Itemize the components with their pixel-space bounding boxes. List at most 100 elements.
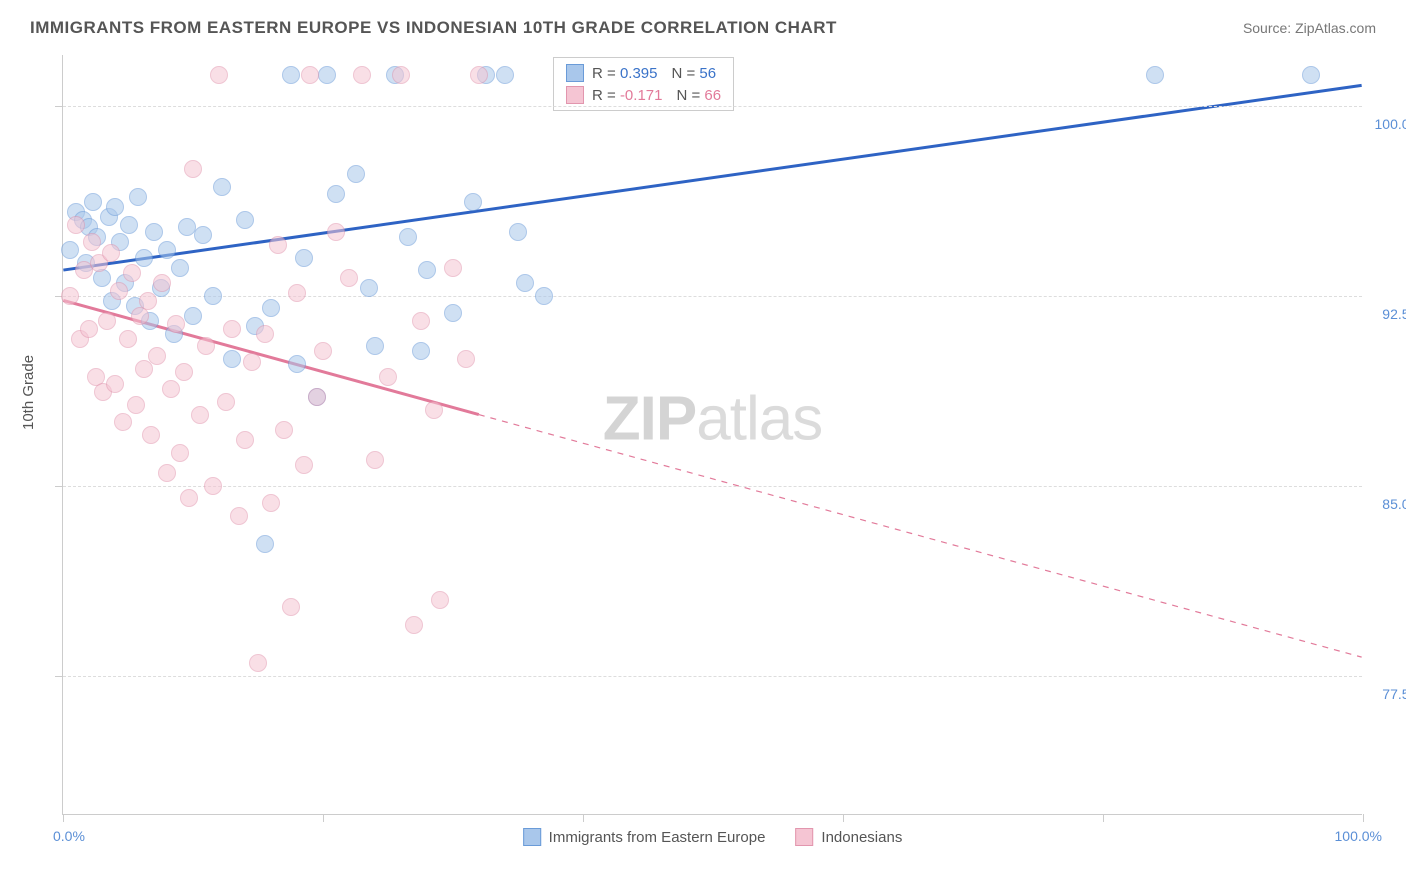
scatter-point (282, 598, 300, 616)
scatter-point (318, 66, 336, 84)
scatter-point (509, 223, 527, 241)
scatter-point (184, 160, 202, 178)
scatter-point (223, 320, 241, 338)
x-tick (63, 814, 64, 822)
scatter-point (158, 241, 176, 259)
scatter-point (67, 216, 85, 234)
scatter-point (262, 299, 280, 317)
scatter-point (180, 489, 198, 507)
x-tick (323, 814, 324, 822)
y-tick (55, 486, 63, 487)
trend-line-dashed (479, 415, 1362, 658)
scatter-point (314, 342, 332, 360)
y-axis-title: 10th Grade (20, 355, 37, 430)
legend-series: Immigrants from Eastern EuropeIndonesian… (523, 828, 903, 846)
gridline (63, 676, 1362, 677)
scatter-point (80, 320, 98, 338)
scatter-point (83, 233, 101, 251)
scatter-point (405, 616, 423, 634)
x-tick (583, 814, 584, 822)
scatter-point (61, 287, 79, 305)
scatter-point (347, 165, 365, 183)
scatter-point (295, 456, 313, 474)
scatter-point (120, 216, 138, 234)
gridline (63, 486, 1362, 487)
scatter-point (256, 535, 274, 553)
scatter-point (236, 211, 254, 229)
plot-area: ZIPatlas R = 0.395N = 56R = -0.171N = 66… (62, 55, 1362, 815)
scatter-point (135, 249, 153, 267)
scatter-point (171, 259, 189, 277)
legend-swatch (566, 86, 584, 104)
legend-swatch (523, 828, 541, 846)
scatter-point (470, 66, 488, 84)
x-tick (1363, 814, 1364, 822)
gridline (63, 296, 1362, 297)
scatter-point (516, 274, 534, 292)
scatter-point (204, 287, 222, 305)
scatter-point (327, 185, 345, 203)
x-axis-min-label: 0.0% (53, 828, 85, 844)
legend-series-item: Indonesians (795, 828, 902, 846)
chart-source: Source: ZipAtlas.com (1243, 20, 1376, 36)
scatter-point (171, 444, 189, 462)
gridline (63, 106, 1362, 107)
scatter-point (167, 315, 185, 333)
scatter-point (184, 307, 202, 325)
scatter-point (110, 282, 128, 300)
scatter-point (256, 325, 274, 343)
y-tick-label: 100.0% (1375, 116, 1406, 132)
scatter-point (308, 388, 326, 406)
scatter-point (379, 368, 397, 386)
scatter-point (425, 401, 443, 419)
scatter-point (464, 193, 482, 211)
scatter-point (98, 312, 116, 330)
scatter-point (249, 654, 267, 672)
scatter-point (213, 178, 231, 196)
scatter-point (102, 244, 120, 262)
scatter-point (178, 218, 196, 236)
scatter-point (431, 591, 449, 609)
trend-line (63, 85, 1361, 270)
scatter-point (366, 451, 384, 469)
scatter-point (153, 274, 171, 292)
scatter-point (204, 477, 222, 495)
scatter-point (399, 228, 417, 246)
scatter-point (282, 66, 300, 84)
scatter-point (145, 223, 163, 241)
chart-title: IMMIGRANTS FROM EASTERN EUROPE VS INDONE… (30, 18, 837, 38)
scatter-point (142, 426, 160, 444)
scatter-point (93, 269, 111, 287)
scatter-point (444, 259, 462, 277)
legend-r-label: R = -0.171N = 66 (592, 87, 721, 104)
scatter-point (288, 284, 306, 302)
scatter-point (129, 188, 147, 206)
scatter-point (288, 355, 306, 373)
legend-swatch (795, 828, 813, 846)
trend-lines-svg (63, 55, 1362, 814)
scatter-point (327, 223, 345, 241)
y-tick-label: 77.5% (1382, 686, 1406, 702)
scatter-point (106, 198, 124, 216)
scatter-point (197, 337, 215, 355)
scatter-point (230, 507, 248, 525)
x-tick (1103, 814, 1104, 822)
scatter-point (243, 353, 261, 371)
scatter-point (127, 396, 145, 414)
scatter-point (158, 464, 176, 482)
scatter-point (1302, 66, 1320, 84)
scatter-point (191, 406, 209, 424)
x-axis-max-label: 100.0% (1335, 828, 1382, 844)
scatter-point (194, 226, 212, 244)
scatter-point (210, 66, 228, 84)
scatter-point (148, 347, 166, 365)
y-tick-label: 92.5% (1382, 306, 1406, 322)
scatter-point (1146, 66, 1164, 84)
scatter-point (295, 249, 313, 267)
scatter-point (106, 375, 124, 393)
scatter-point (262, 494, 280, 512)
scatter-point (418, 261, 436, 279)
scatter-point (119, 330, 137, 348)
scatter-point (114, 413, 132, 431)
legend-series-label: Indonesians (821, 829, 902, 846)
